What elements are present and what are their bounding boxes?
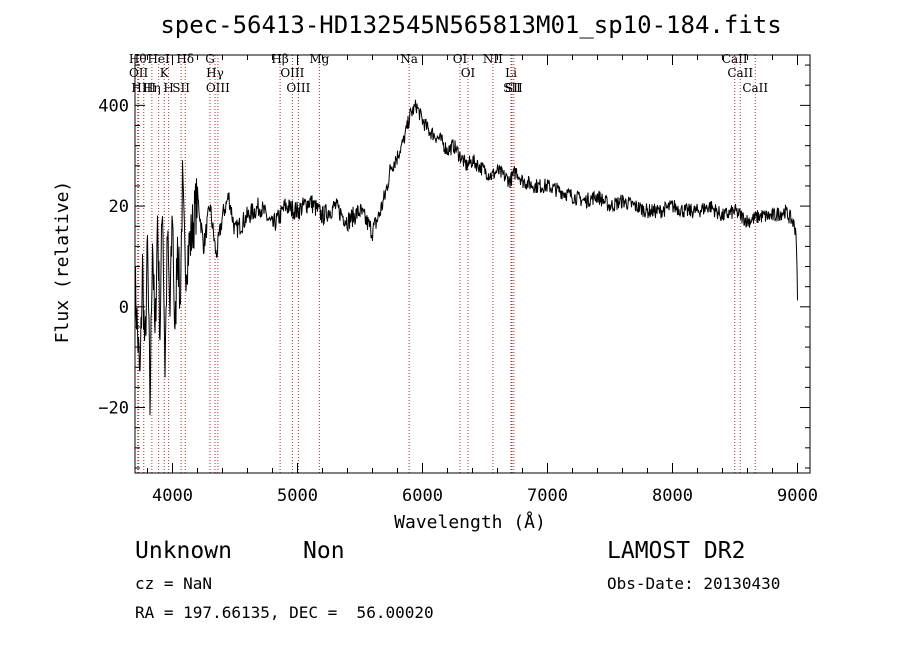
line-marker-label: H (163, 81, 173, 95)
y-tick-label: 20 (109, 197, 129, 217)
x-tick-label: 5000 (277, 486, 318, 506)
redshift-cz: cz = NaN (135, 574, 213, 593)
line-marker-label: Li (505, 66, 517, 80)
y-tick-label: 0 (119, 298, 129, 318)
line-marker-label: OIII (286, 81, 310, 95)
y-axis: −20 0 20 400 (98, 64, 810, 469)
line-marker-label: SII (503, 81, 521, 95)
line-marker-label: Hγ (206, 66, 224, 80)
y-tick-label: 400 (98, 96, 129, 116)
line-marker-label: OI (453, 52, 468, 66)
line-marker-label: G (205, 52, 215, 66)
line-marker-label: Mg (309, 52, 329, 66)
obs-date: Obs-Date: 20130430 (607, 574, 781, 593)
object-subclass: Non (303, 538, 345, 564)
line-marker-label: Hδ (176, 52, 194, 66)
line-marker-label: CaII (742, 81, 768, 95)
object-class: Unknown (135, 538, 232, 564)
line-marker-label: CaII (727, 66, 753, 80)
line-marker-label: NII (483, 52, 503, 66)
x-tick-label: 4000 (152, 486, 193, 506)
line-marker-label: OIII (206, 81, 230, 95)
line-marker-label: OI (461, 66, 476, 80)
line-marker-label: CaII (722, 52, 748, 66)
line-marker-label: SII (505, 81, 523, 95)
x-axis-label: Wavelength (Å) (394, 511, 546, 533)
ra-dec-coordinates: RA = 197.66135, DEC = 56.00020 (135, 603, 434, 622)
flux-series-line (134, 99, 798, 416)
x-tick-label: 9000 (777, 486, 818, 506)
line-marker-label: Hη (143, 81, 161, 95)
y-axis-label: Flux (relative) (52, 181, 73, 344)
y-tick-label: −20 (98, 399, 129, 419)
survey-name: LAMOST DR2 (607, 538, 746, 564)
x-tick-label: 8000 (652, 486, 693, 506)
line-marker-label: HIII (131, 81, 156, 95)
chart-title: spec-56413-HD132545N565813M01_sp10-184.f… (160, 11, 781, 39)
line-marker-label: HeI (147, 52, 170, 66)
x-axis: 4000 5000 6000 7000 8000 9000 (147, 55, 818, 506)
plot-frame (134, 54, 811, 474)
line-marker-label: Na (400, 52, 418, 66)
line-marker-label: Hβ (271, 52, 288, 66)
line-marker-label: OIII (280, 66, 304, 80)
x-tick-label: 6000 (402, 486, 443, 506)
line-marker-label: SII (172, 81, 190, 95)
line-marker-label: K (160, 66, 170, 80)
line-marker-label: OII (129, 66, 149, 80)
x-tick-label: 7000 (527, 486, 568, 506)
